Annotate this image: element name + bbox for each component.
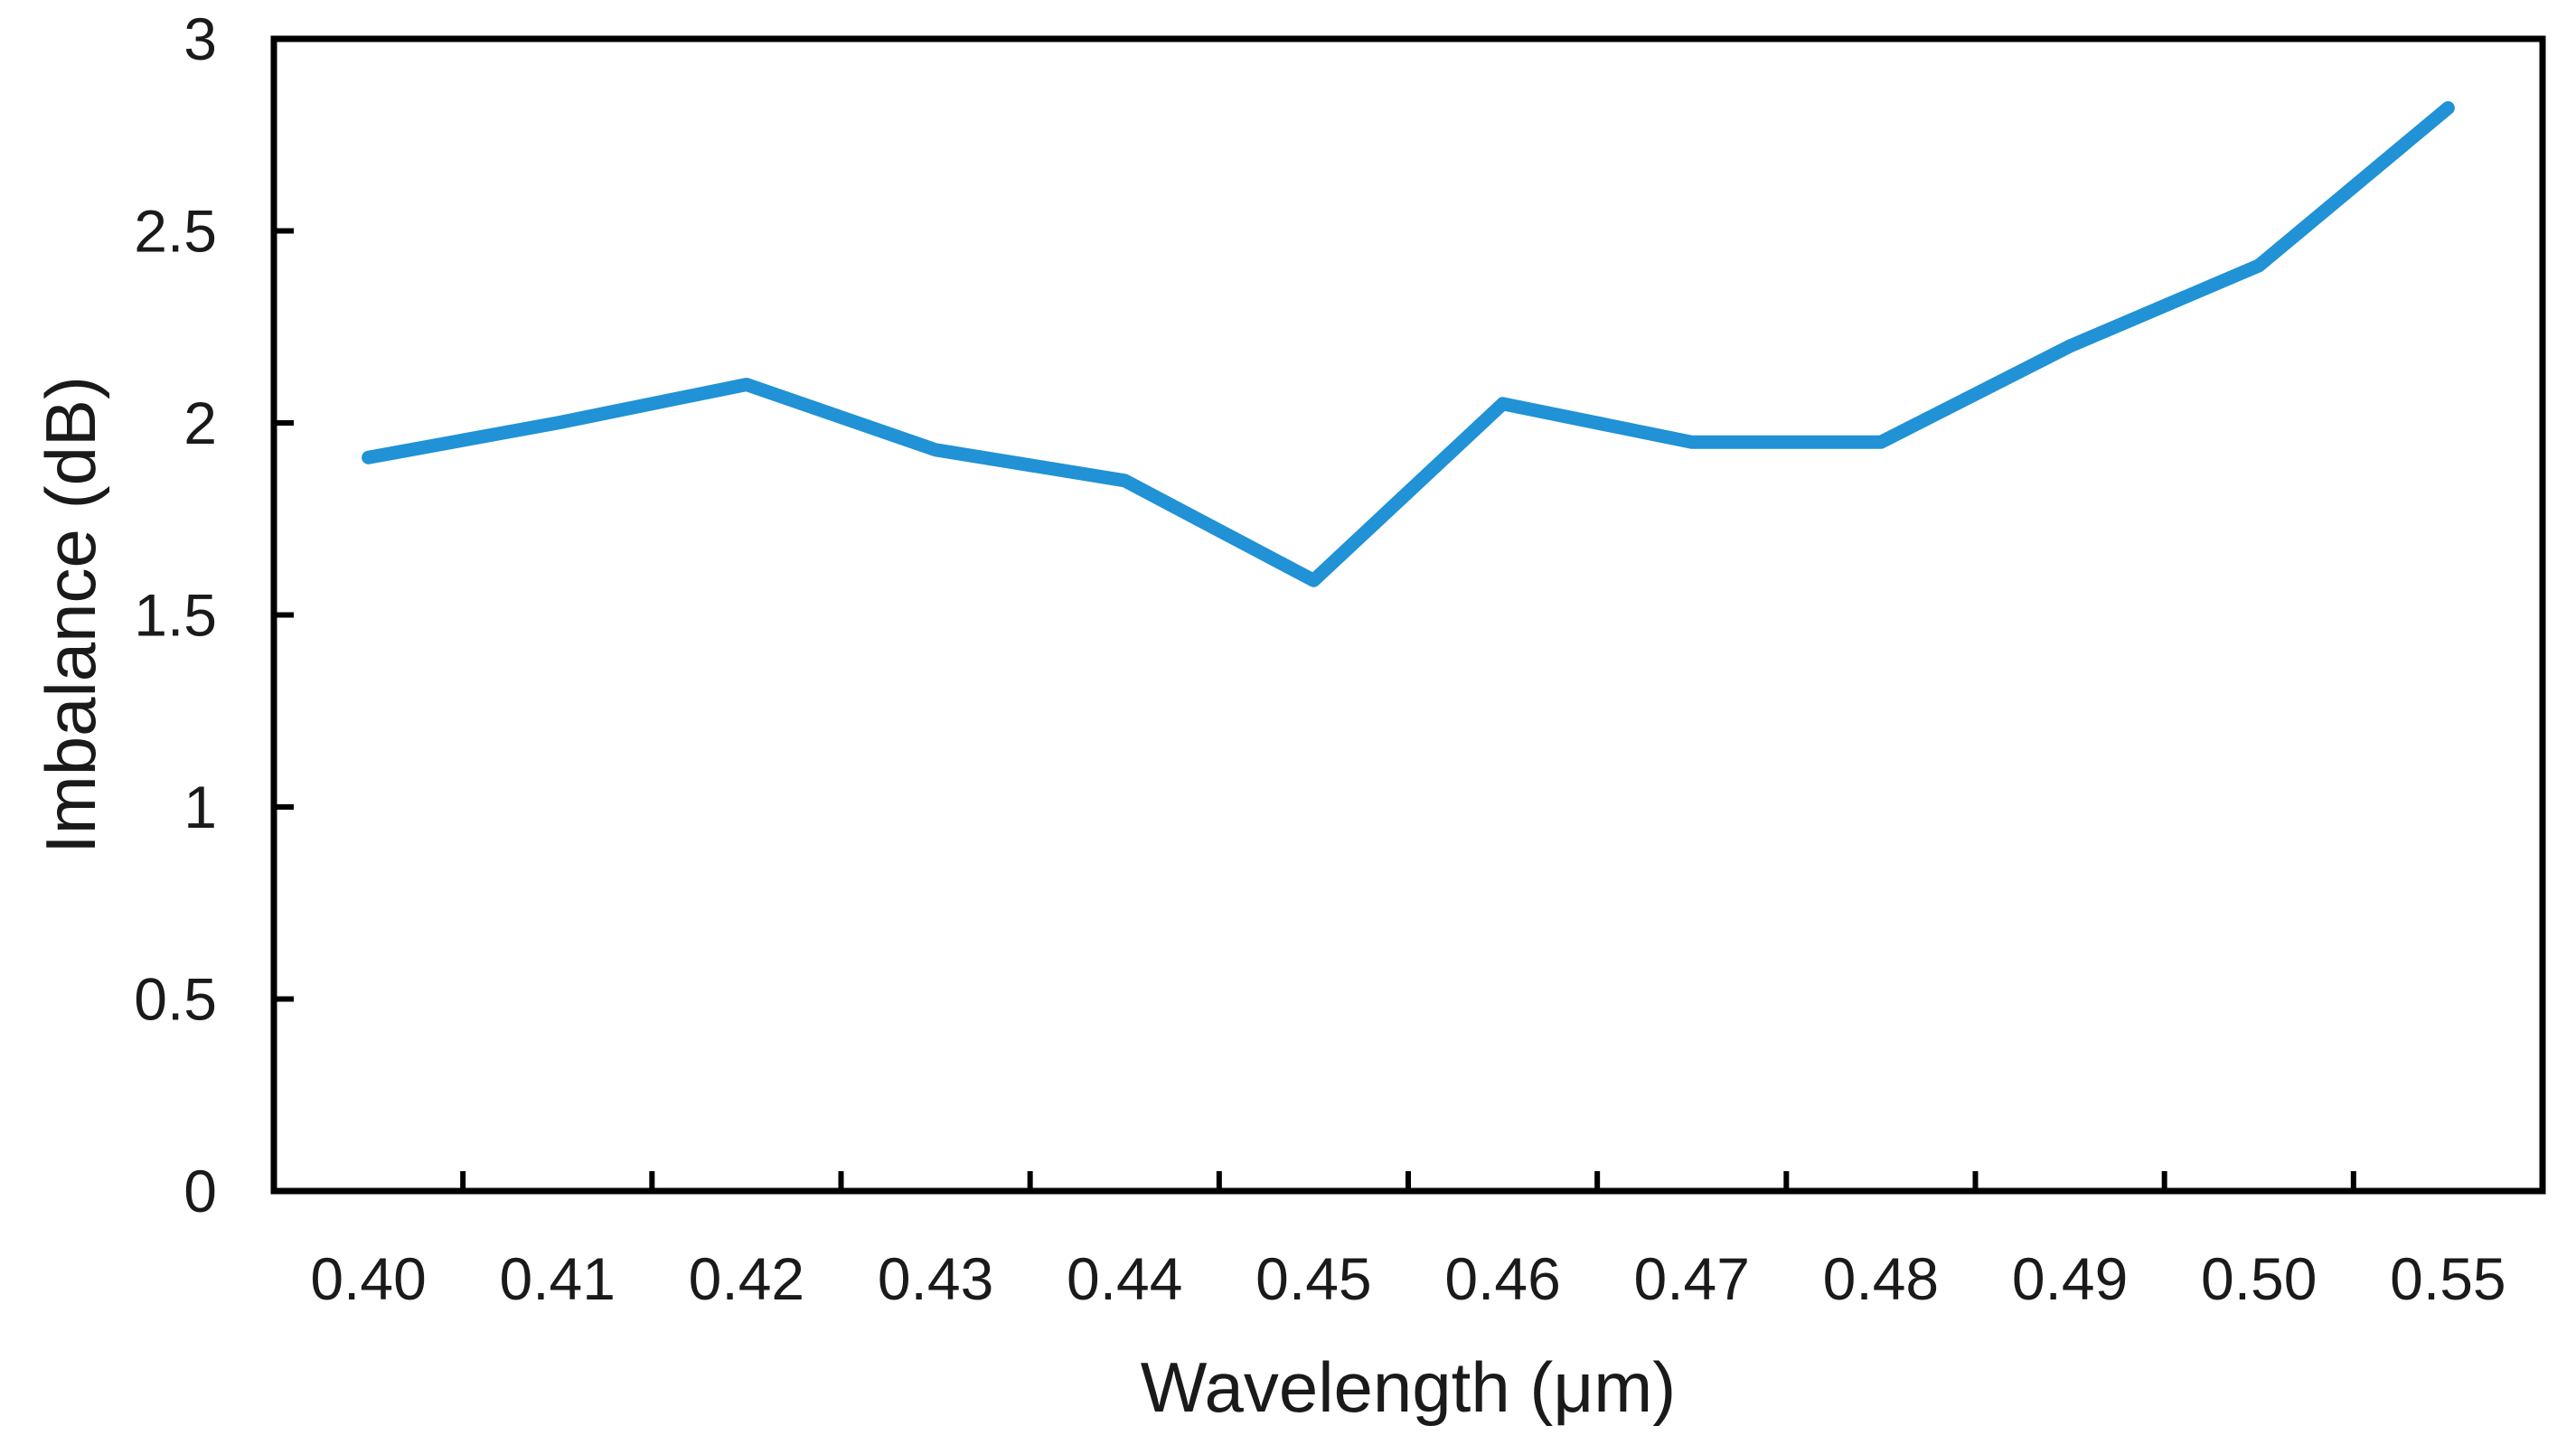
x-axis-ticks <box>460 1171 2356 1191</box>
y-tick-label: 0.5 <box>134 966 217 1033</box>
y-tick-label: 2 <box>183 389 217 456</box>
imbalance-series-line <box>362 101 2455 587</box>
x-tick-label: 0.44 <box>1067 1245 1182 1312</box>
x-tick-label: 0.42 <box>689 1245 804 1312</box>
x-axis-tick-labels: 0.40 0.41 0.42 0.43 0.44 0.45 0.46 0.47 0.48 0.49… <box>310 1245 2505 1312</box>
x-tick-label: 0.55 <box>2390 1245 2505 1312</box>
plot-border <box>270 35 2546 1195</box>
x-tick-label: 0.40 <box>310 1245 426 1312</box>
x-tick-label: 0.45 <box>1255 1245 1371 1312</box>
y-axis-ticks <box>274 228 294 1002</box>
x-tick-label: 0.41 <box>500 1245 616 1312</box>
y-tick-label: 3 <box>183 5 217 72</box>
y-axis-title: Imbalance (dB) <box>31 376 110 854</box>
y-tick-label: 1.5 <box>134 582 217 649</box>
x-tick-label: 0.46 <box>1444 1245 1560 1312</box>
x-tick-label: 0.43 <box>878 1245 993 1312</box>
x-tick-label: 0.48 <box>1823 1245 1939 1312</box>
x-tick-label: 0.47 <box>1634 1245 1750 1312</box>
y-tick-label: 2.5 <box>134 198 217 265</box>
y-tick-label: 0 <box>183 1158 217 1224</box>
x-tick-label: 0.49 <box>2012 1245 2128 1312</box>
y-axis-tick-labels: 0 0.5 1 1.5 2 2.5 3 <box>134 5 217 1224</box>
y-tick-label: 1 <box>183 774 217 840</box>
x-tick-label: 0.50 <box>2201 1245 2317 1312</box>
x-axis-title: Wavelength (μm) <box>1141 1347 1677 1427</box>
